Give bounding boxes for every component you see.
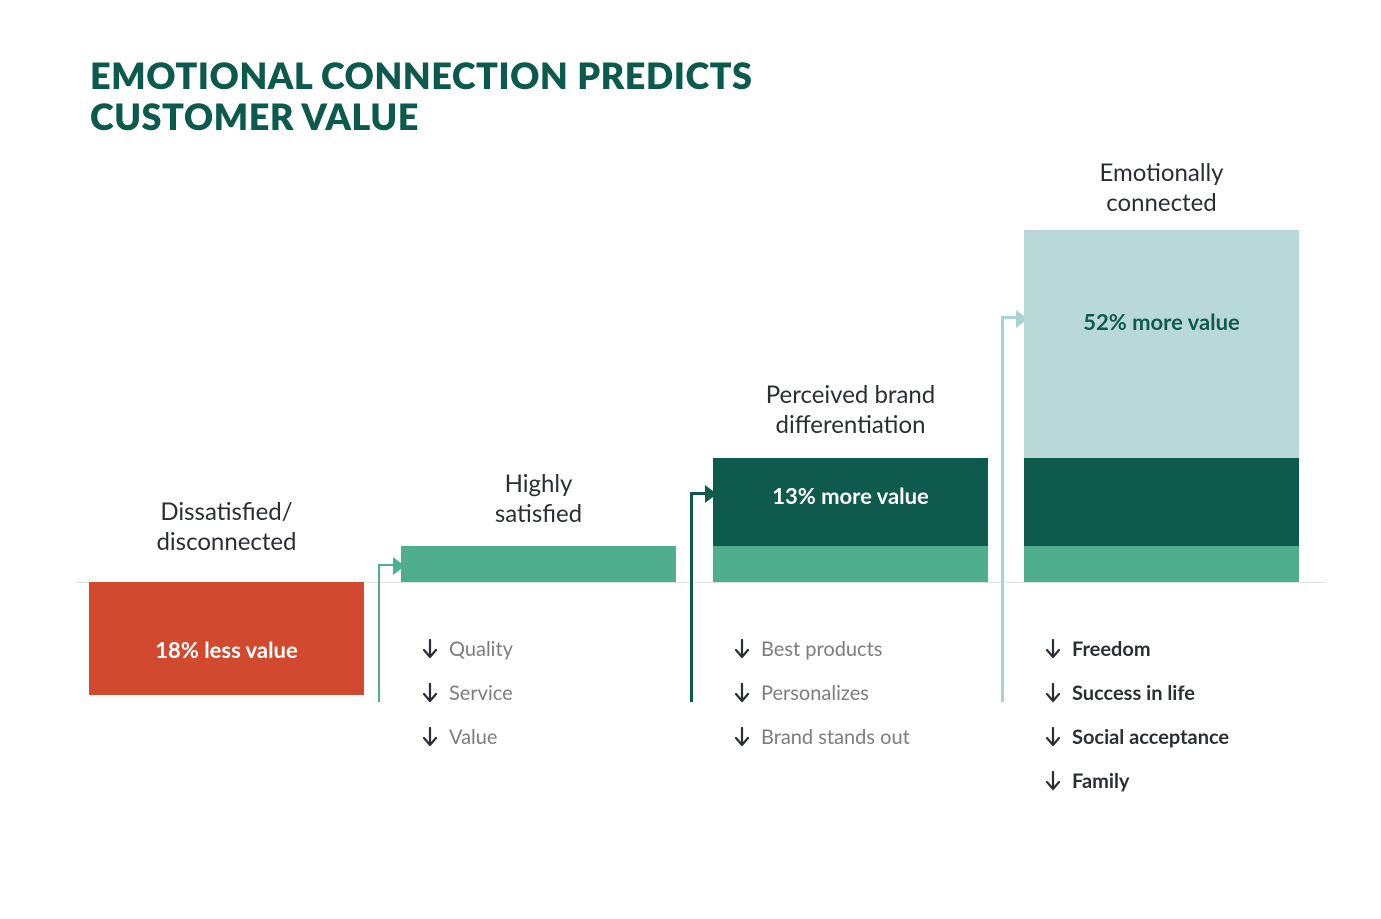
attribute-text: Quality xyxy=(449,639,513,659)
attribute-item: Personalizes xyxy=(733,682,988,704)
bar-segment xyxy=(1024,458,1299,546)
arrow-down-icon xyxy=(733,638,751,660)
arrow-down-icon xyxy=(1044,770,1062,792)
column-label: Highly satisfied xyxy=(401,469,676,529)
column-dissatisfied: Dissatisfied/ disconnected 18% less value xyxy=(89,0,364,919)
arrow-down-icon xyxy=(1044,638,1062,660)
attribute-text: Value xyxy=(449,727,497,747)
attribute-list: Quality Service Value xyxy=(401,616,676,748)
arrow-down-icon xyxy=(1044,726,1062,748)
arrow-down-icon xyxy=(421,638,439,660)
attribute-item: Value xyxy=(421,726,676,748)
attribute-text: Freedom xyxy=(1072,639,1151,659)
arrow-down-icon xyxy=(733,682,751,704)
attribute-item: Best products xyxy=(733,638,988,660)
column-satisfied: Highly satisfied Quality Service Value xyxy=(401,0,676,919)
bar-stack xyxy=(713,458,988,582)
attribute-text: Family xyxy=(1072,771,1129,791)
attribute-text: Best products xyxy=(761,639,882,659)
bar-segment xyxy=(401,546,676,582)
value-label: 52% more value xyxy=(1024,308,1299,335)
attribute-list: Best products Personalizes Brand stands ou… xyxy=(713,616,988,748)
attribute-item: Social acceptance xyxy=(1044,726,1299,748)
attribute-item: Service xyxy=(421,682,676,704)
column-label: Emotionally connected xyxy=(1024,158,1299,218)
connector-vertical xyxy=(1001,316,1004,702)
attribute-text: Social acceptance xyxy=(1072,727,1229,747)
column-label: Perceived brand differentiation xyxy=(713,380,988,440)
bar-segment xyxy=(1024,546,1299,582)
attribute-text: Success in life xyxy=(1072,683,1195,703)
attribute-item: Family xyxy=(1044,770,1299,792)
column-label: Dissatisfied/ disconnected xyxy=(89,497,364,557)
connector-vertical xyxy=(378,564,380,702)
value-label: 18% less value xyxy=(89,636,364,663)
bar-stack xyxy=(401,546,676,582)
attribute-list: Freedom Success in life Social acceptance F… xyxy=(1024,616,1299,792)
column-brand-diff: Perceived brand differentiation 13% more … xyxy=(713,0,988,919)
column-emotional: Emotionally connected 52% more value Freed… xyxy=(1024,0,1299,919)
attribute-text: Personalizes xyxy=(761,683,869,703)
connector-vertical xyxy=(690,492,693,702)
arrow-down-icon xyxy=(733,726,751,748)
arrow-down-icon xyxy=(421,726,439,748)
value-label: 13% more value xyxy=(713,482,988,509)
arrow-down-icon xyxy=(421,682,439,704)
attribute-item: Quality xyxy=(421,638,676,660)
attribute-item: Freedom xyxy=(1044,638,1299,660)
bar-segment xyxy=(713,546,988,582)
bar-segment xyxy=(1024,230,1299,458)
bar-stack xyxy=(1024,230,1299,582)
attribute-item: Brand stands out xyxy=(733,726,988,748)
attribute-text: Brand stands out xyxy=(761,727,910,747)
attribute-item: Success in life xyxy=(1044,682,1299,704)
attribute-text: Service xyxy=(449,683,513,703)
arrow-down-icon xyxy=(1044,682,1062,704)
